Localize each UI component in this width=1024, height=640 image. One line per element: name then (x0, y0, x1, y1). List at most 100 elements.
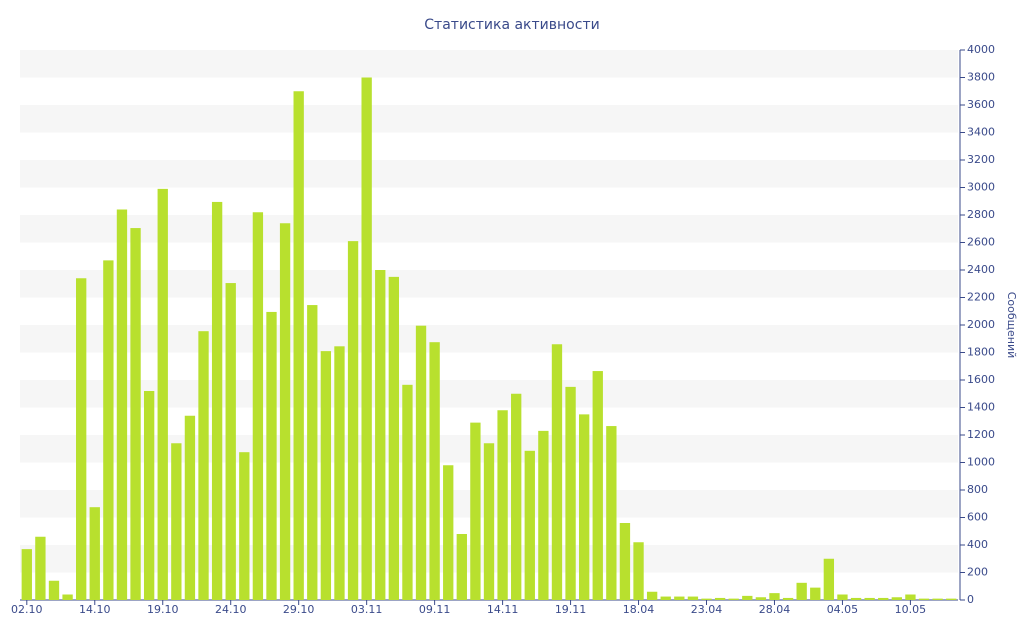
bar (551, 344, 563, 600)
bar (252, 212, 264, 600)
y-tick-label: 1400 (967, 401, 995, 414)
bar (714, 597, 726, 600)
bar (184, 415, 196, 600)
bar (606, 426, 617, 600)
bar (946, 598, 957, 600)
bar (633, 542, 644, 600)
bar (320, 351, 332, 600)
bar (48, 580, 60, 600)
bar (157, 188, 168, 600)
grid-band (20, 380, 958, 408)
bar (266, 311, 277, 600)
x-tick-label: 23.04 (691, 603, 723, 616)
bar (429, 342, 440, 600)
bar (497, 410, 508, 600)
bar (837, 594, 848, 600)
bar (823, 558, 835, 600)
bar (524, 450, 535, 600)
bar (415, 325, 427, 600)
bar (279, 223, 291, 600)
y-tick-label: 400 (967, 538, 988, 551)
x-tick-label: 29.10 (283, 603, 315, 616)
bar (402, 384, 413, 600)
bar (89, 507, 100, 600)
y-tick-label: 4000 (967, 43, 995, 56)
bar (198, 331, 209, 600)
bar (905, 594, 916, 600)
bar (511, 393, 522, 600)
x-tick-label: 10.05 (895, 603, 927, 616)
y-tick-label: 1600 (967, 373, 995, 386)
bar (742, 595, 753, 600)
y-tick-label: 2800 (967, 208, 995, 221)
bar (701, 598, 712, 600)
bar (225, 283, 236, 600)
y-tick-label: 1000 (967, 456, 995, 469)
bar (334, 346, 345, 600)
bar (483, 443, 495, 600)
bar (143, 391, 155, 600)
bar (850, 597, 862, 600)
bar (116, 209, 128, 600)
y-tick-label: 3200 (967, 153, 995, 166)
bar (211, 201, 223, 600)
x-tick-label: 19.10 (147, 603, 179, 616)
bar (470, 422, 481, 600)
bar (782, 597, 794, 600)
bar (755, 597, 767, 600)
bar (769, 593, 780, 600)
x-tick-label: 24.10 (215, 603, 247, 616)
grid-band (20, 215, 958, 243)
y-tick-label: 0 (967, 593, 974, 606)
y-tick-label: 1800 (967, 346, 995, 359)
bar (578, 414, 590, 600)
bar (239, 452, 250, 600)
x-tick-label: 04.05 (827, 603, 859, 616)
x-tick-label: 14.11 (487, 603, 519, 616)
grid-band (20, 270, 958, 298)
bar (796, 582, 807, 600)
bar (171, 443, 182, 600)
bar (443, 465, 454, 600)
y-tick-label: 1200 (967, 428, 995, 441)
y-tick-label: 3800 (967, 71, 995, 84)
bar (565, 386, 576, 600)
y-tick-label: 2200 (967, 291, 995, 304)
bar (932, 598, 943, 600)
bar (878, 597, 889, 600)
bar (307, 305, 318, 600)
bar (21, 549, 32, 600)
y-tick-label: 3000 (967, 181, 995, 194)
bar (388, 276, 400, 600)
bar (293, 91, 304, 600)
bar (646, 591, 658, 600)
bar (456, 534, 467, 600)
bar (130, 228, 141, 600)
y-axis-title: Сообщений (1005, 292, 1018, 359)
y-tick-label: 200 (967, 566, 988, 579)
bar (347, 241, 359, 600)
x-tick-label: 18.04 (623, 603, 655, 616)
bar (375, 270, 386, 600)
bar (103, 260, 114, 600)
grid-band (20, 105, 958, 133)
bar (864, 597, 875, 600)
bar (918, 598, 930, 600)
y-tick-label: 2400 (967, 263, 995, 276)
bar (76, 278, 87, 600)
x-tick-label: 28.04 (759, 603, 791, 616)
bar (674, 596, 685, 600)
bar (660, 596, 671, 600)
y-tick-label: 2000 (967, 318, 995, 331)
y-tick-label: 600 (967, 511, 988, 524)
bar (810, 587, 821, 600)
bar (35, 536, 46, 600)
y-tick-label: 3400 (967, 126, 995, 139)
grid-band (20, 160, 958, 188)
grid-band (20, 325, 958, 353)
x-tick-label: 03.11 (351, 603, 383, 616)
bar (687, 596, 699, 600)
x-tick-label: 19.11 (555, 603, 587, 616)
x-tick-label: 09.11 (419, 603, 451, 616)
